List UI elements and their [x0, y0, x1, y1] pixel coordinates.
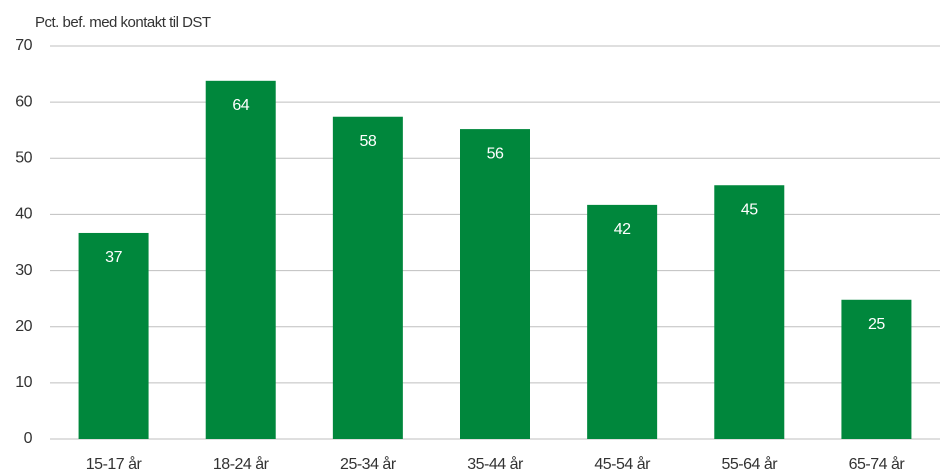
x-tick-label: 18-24 år	[213, 455, 270, 473]
data-label: 64	[232, 97, 249, 114]
y-tick-label: 10	[15, 374, 32, 391]
y-tick-label: 0	[24, 430, 33, 447]
bar	[841, 299, 912, 439]
bar	[78, 232, 149, 439]
bar	[460, 129, 530, 439]
y-tick-label: 30	[15, 262, 32, 279]
y-tick-label: 70	[15, 37, 32, 54]
bar	[205, 80, 276, 440]
x-tick-label: 45-54 år	[594, 455, 651, 473]
x-tick-label: 65-74 år	[849, 455, 906, 473]
x-tick-label: 15-17 år	[86, 455, 143, 473]
bar	[714, 185, 785, 439]
data-label: 56	[487, 145, 504, 162]
bar	[587, 204, 658, 439]
y-tick-label: 60	[15, 93, 32, 110]
x-tick-label: 55-64 år	[721, 455, 778, 473]
y-tick-label: 40	[15, 206, 32, 223]
data-label: 58	[359, 133, 376, 150]
data-label: 45	[741, 201, 758, 218]
y-tick-label: 20	[15, 318, 32, 335]
data-label: 37	[105, 249, 122, 266]
y-axis-label: Pct. bef. med kontakt til DST	[35, 14, 211, 31]
data-label: 25	[868, 316, 885, 333]
x-tick-label: 35-44 år	[467, 455, 524, 473]
data-label: 42	[614, 221, 631, 238]
x-tick-label: 25-34 år	[340, 455, 397, 473]
bar	[332, 116, 403, 440]
y-tick-label: 50	[15, 150, 32, 167]
